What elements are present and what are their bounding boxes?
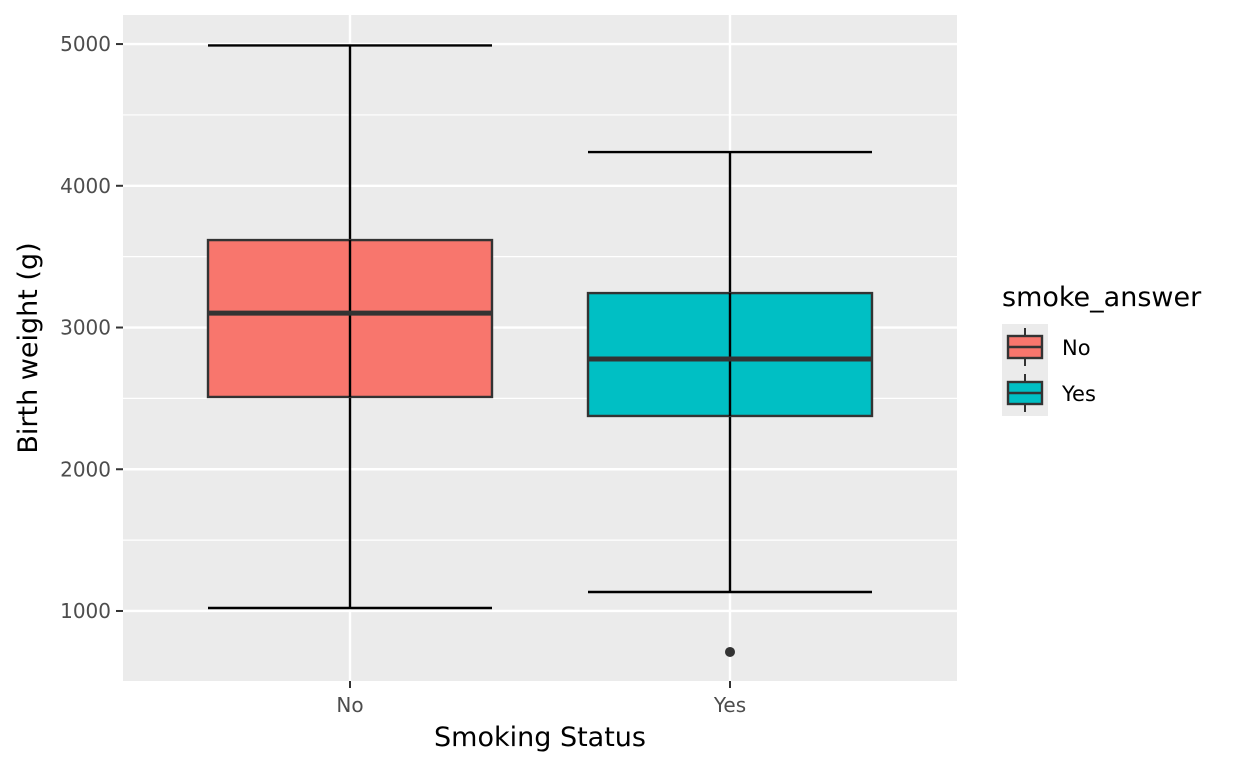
legend-label: No bbox=[1062, 336, 1091, 360]
y-tick-label: 2000 bbox=[60, 457, 111, 481]
y-tick-label: 4000 bbox=[60, 174, 111, 198]
legend-label: Yes bbox=[1061, 382, 1096, 406]
y-tick-label: 5000 bbox=[60, 32, 111, 56]
y-axis-title: Birth weight (g) bbox=[13, 242, 44, 453]
y-tick-label: 3000 bbox=[60, 316, 111, 340]
legend-title: smoke_answer bbox=[1002, 282, 1202, 313]
x-tick-label: Yes bbox=[713, 693, 746, 717]
y-tick-label: 1000 bbox=[60, 599, 111, 623]
x-tick-label: No bbox=[336, 693, 363, 717]
outlier-point bbox=[725, 646, 735, 657]
x-axis-title: Smoking Status bbox=[434, 722, 646, 753]
